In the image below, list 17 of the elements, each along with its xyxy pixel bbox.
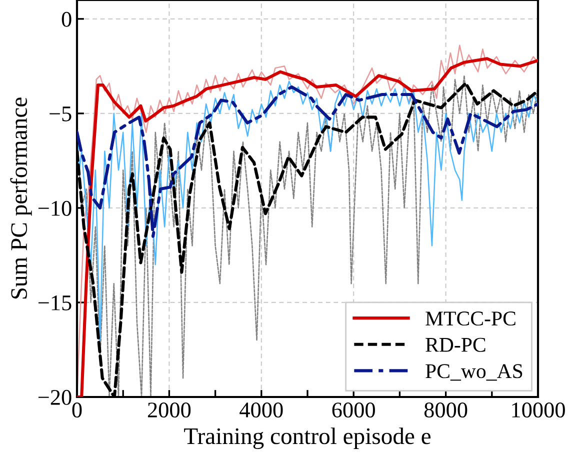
y-tick-label: −15 — [38, 296, 72, 310]
x-tick-label: 8000 — [424, 402, 468, 418]
x-tick-label: 0 — [72, 402, 82, 418]
y-axis-title: Sum PC performance — [10, 98, 32, 299]
legend-label: PC_wo_AS — [426, 364, 522, 381]
x-tick-label: 2000 — [148, 402, 191, 418]
y-tick-label: −10 — [38, 200, 72, 216]
y-tick-label: −20 — [38, 390, 72, 405]
x-axis-title: Training control episode e — [184, 428, 431, 450]
legend-label: MTCC-PC — [426, 312, 516, 326]
legend-label: RD-PC — [426, 338, 486, 352]
x-tick-label: 6000 — [332, 402, 375, 418]
x-tick-label: 10000 — [512, 402, 565, 418]
y-tick-label: 0 — [62, 12, 72, 27]
y-tick-label: −5 — [50, 106, 72, 122]
line-series — [77, 85, 538, 238]
x-tick-label: 4000 — [240, 402, 283, 418]
